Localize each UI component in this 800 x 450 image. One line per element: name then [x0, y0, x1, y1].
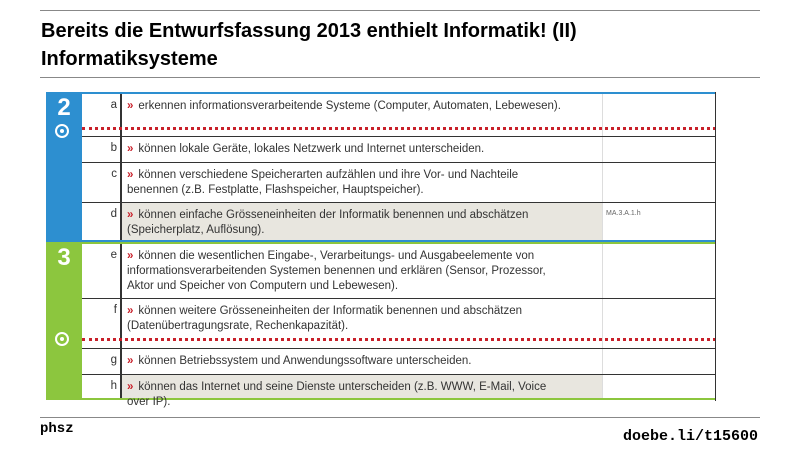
chevron-marker-icon: » [127, 209, 134, 221]
level-boundary-dotted-line [82, 338, 716, 341]
row-letter: c [111, 168, 117, 180]
section-3-band: 3 [46, 242, 82, 400]
table-row: b » können lokale Geräte, lokales Netzwer… [82, 137, 716, 163]
title-rule [40, 77, 760, 78]
curriculum-table: 2 3 a » erkennen informationsverarbeitend… [46, 88, 718, 408]
section-2-bottom-line [82, 240, 716, 242]
row-text: erkennen informationsverarbeitende Syste… [138, 100, 561, 112]
level-boundary-dotted-line [82, 127, 716, 130]
chevron-marker-icon: » [127, 250, 134, 262]
slide-title: Bereits die Entwurfsfassung 2013 enthiel… [41, 17, 577, 73]
row-ref [602, 375, 716, 398]
row-text: können verschiedene Speicherarten aufzäh… [127, 169, 519, 196]
chevron-marker-icon: » [127, 305, 134, 317]
row-ref [602, 244, 716, 298]
row-text: können Betriebssystem und Anwendungssoft… [138, 355, 472, 367]
chevron-marker-icon: » [127, 169, 134, 181]
table-row: c » können verschiedene Speicherarten auf… [82, 163, 716, 203]
row-text: können weitere Grösseneinheiten der Info… [127, 305, 522, 332]
table-right-border [714, 92, 716, 401]
row-ref [602, 94, 716, 136]
section-3-bottom-line [82, 398, 716, 400]
row-ref [602, 163, 716, 202]
row-letter: b [110, 142, 117, 154]
top-rule [40, 10, 760, 11]
row-letter: f [113, 304, 117, 316]
section-2-number: 2 [57, 94, 71, 121]
table-row: a » erkennen informationsverarbeitende Sy… [82, 94, 716, 137]
chevron-marker-icon: » [127, 100, 134, 112]
chevron-marker-icon: » [127, 143, 134, 155]
row-letter: a [110, 99, 117, 111]
title-line-1: Bereits die Entwurfsfassung 2013 enthiel… [41, 20, 577, 42]
footer-url: doebe.li/t15600 [622, 428, 758, 445]
row-text: können einfache Grösseneinheiten der Inf… [127, 209, 529, 236]
table-row: f » können weitere Grösseneinheiten der I… [82, 299, 716, 349]
title-line-2: Informatiksysteme [41, 48, 218, 70]
orientation-target-icon [55, 124, 69, 138]
row-letter: e [110, 249, 117, 261]
chevron-marker-icon: » [127, 355, 134, 367]
section-2-band: 2 [46, 92, 82, 242]
section-2-top-line [82, 92, 716, 94]
row-text: können die wesentlichen Eingabe-, Verarb… [127, 250, 546, 292]
footer-left: phsz [40, 421, 74, 437]
section-3-number: 3 [57, 244, 71, 271]
row-ref [602, 349, 716, 374]
orientation-target-icon [55, 332, 69, 346]
row-text: können lokale Geräte, lokales Netzwerk u… [138, 143, 485, 155]
table-row: g » können Betriebssystem und Anwendungss… [82, 349, 716, 375]
row-text: können das Internet und seine Dienste un… [127, 381, 547, 408]
row-letter: d [110, 208, 117, 220]
footer-rule [40, 417, 760, 418]
table-row: d » können einfache Grösseneinheiten der … [82, 203, 716, 240]
row-letter: h [110, 380, 117, 392]
section-3-top-line [82, 242, 716, 244]
row-ref [602, 299, 716, 348]
row-letter: g [110, 354, 117, 366]
row-ref: MA.3.A.1.h [602, 203, 716, 240]
table-row: e » können die wesentlichen Eingabe-, Ver… [82, 244, 716, 299]
chevron-marker-icon: » [127, 381, 134, 393]
table-row: h » können das Internet und seine Dienste… [82, 375, 716, 408]
row-ref [602, 137, 716, 162]
